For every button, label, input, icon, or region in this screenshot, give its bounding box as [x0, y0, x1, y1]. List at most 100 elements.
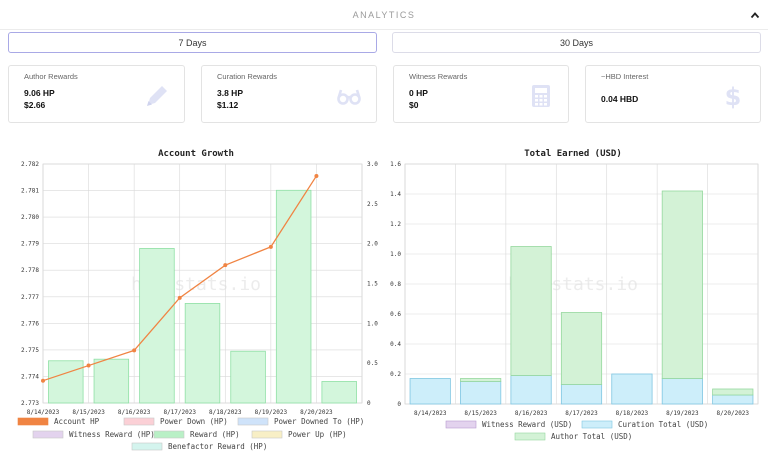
- reward-bar: [48, 360, 84, 404]
- stacked-bar-segment: [560, 312, 603, 385]
- reward-bar: [230, 350, 266, 404]
- account-growth-chart: Account Growth hivestats.io 2.7732.7742.…: [17, 149, 378, 451]
- x-axis-tick: 8/16/2023: [515, 410, 548, 417]
- right-axis-tick: 0: [367, 400, 371, 407]
- card-value-hp: 0 HP: [409, 88, 428, 98]
- stacked-bar-segment: [460, 378, 502, 382]
- right-axis-tick: 2.0: [367, 241, 378, 248]
- card-title: Author Rewards: [24, 72, 78, 81]
- author-rewards-card: Author Rewards 9.06 HP $2.66: [8, 65, 185, 123]
- left-axis-tick: 2.780: [21, 214, 39, 221]
- y-axis-tick: 0: [397, 401, 401, 408]
- y-axis-tick: 0.4: [390, 341, 401, 348]
- stacked-bar-segment: [510, 246, 552, 376]
- card-value-usd: $1.12: [217, 100, 239, 110]
- calculator-icon: [532, 85, 550, 107]
- tab-30-days-label: 30 Days: [559, 37, 594, 48]
- legend-swatch: [32, 430, 64, 439]
- left-axis-tick: 2.782: [21, 161, 39, 168]
- card-value-usd: $2.66: [24, 100, 46, 110]
- hbd-interest-card: ~HBD Interest 0.04 HBD $: [585, 65, 761, 123]
- legend-swatch: [581, 420, 613, 429]
- right-axis-tick: 0.5: [367, 360, 378, 367]
- legend-label: Benefactor Reward (HP): [168, 442, 267, 451]
- tab-7-days[interactable]: 7 Days: [8, 32, 377, 53]
- y-axis-tick: 0.8: [390, 281, 401, 288]
- right-axis-tick: 3.0: [367, 161, 378, 168]
- x-axis-tick: 8/15/2023: [72, 409, 105, 416]
- card-title: Witness Rewards: [409, 72, 468, 81]
- total-earned-chart: Total Earned (USD) hivestats.io 00.20.40…: [390, 149, 759, 441]
- legend-swatch: [123, 417, 155, 426]
- legend-swatch: [153, 430, 185, 439]
- card-value-hbd: 0.04 HBD: [601, 94, 639, 104]
- account-hp-point: [314, 173, 319, 178]
- y-axis-tick: 1.4: [390, 191, 401, 198]
- account-growth-title: Account Growth: [158, 149, 234, 159]
- x-axis-tick: 8/18/2023: [616, 410, 649, 417]
- card-value-usd: $0: [409, 100, 419, 110]
- legend-swatch: [445, 420, 477, 429]
- collapse-toggle[interactable]: [748, 8, 762, 22]
- right-axis-tick: 1.0: [367, 320, 378, 327]
- legend-swatch: [251, 430, 283, 439]
- x-axis-tick: 8/18/2023: [209, 409, 242, 416]
- reward-bar: [139, 248, 175, 404]
- left-axis-tick: 2.776: [21, 320, 39, 327]
- account-hp-point: [132, 348, 137, 353]
- left-axis-tick: 2.774: [21, 373, 39, 380]
- legend-label: Power Downed To (HP): [274, 417, 364, 426]
- witness-rewards-card: Witness Rewards 0 HP $0: [393, 65, 569, 123]
- left-axis-tick: 2.781: [21, 188, 39, 195]
- tab-7-days-label: 7 Days: [178, 37, 207, 48]
- legend-label: Witness Reward (USD): [482, 420, 572, 429]
- x-axis-tick: 8/20/2023: [717, 410, 750, 417]
- card-value-hp: 3.8 HP: [217, 88, 243, 98]
- card-value-hp: 9.06 HP: [24, 88, 55, 98]
- x-axis-tick: 8/17/2023: [163, 409, 196, 416]
- y-axis-tick: 1.6: [390, 161, 401, 168]
- legend-label: Witness Reward (HP): [69, 430, 155, 439]
- x-axis-tick: 8/20/2023: [300, 409, 333, 416]
- total-earned-title: Total Earned (USD): [524, 149, 622, 159]
- stacked-bar-segment: [560, 384, 603, 405]
- stacked-bar-segment: [510, 375, 552, 405]
- account-hp-point: [41, 378, 45, 383]
- legend-swatch: [17, 417, 49, 426]
- svg-text:$: $: [725, 83, 742, 109]
- stacked-bar-segment: [712, 394, 754, 405]
- x-axis-tick: 8/19/2023: [666, 410, 699, 417]
- pencil-icon: [147, 86, 167, 106]
- reward-bar: [321, 381, 357, 404]
- legend-swatch: [131, 442, 163, 451]
- stacked-bar-segment: [409, 378, 451, 405]
- right-axis-tick: 2.5: [367, 201, 378, 208]
- y-axis-tick: 0.2: [390, 371, 401, 378]
- left-axis-tick: 2.778: [21, 267, 39, 274]
- x-axis-tick: 8/15/2023: [464, 410, 497, 417]
- stacked-bar-segment: [661, 378, 703, 405]
- reward-bar: [93, 358, 130, 404]
- reward-bar: [184, 303, 221, 404]
- right-axis-tick: 1.5: [367, 281, 378, 288]
- legend-swatch: [237, 417, 269, 426]
- stacked-bar-segment: [460, 381, 502, 405]
- left-axis-tick: 2.779: [21, 241, 39, 248]
- left-axis-tick: 2.777: [21, 294, 39, 301]
- tab-30-days[interactable]: 30 Days: [392, 32, 761, 53]
- account-hp-point: [223, 263, 228, 268]
- account-hp-point: [268, 244, 273, 249]
- left-axis-tick: 2.773: [21, 400, 39, 407]
- card-title: ~HBD Interest: [601, 72, 649, 81]
- x-axis-tick: 8/17/2023: [565, 410, 598, 417]
- x-axis-tick: 8/19/2023: [255, 409, 288, 416]
- stacked-bar-segment: [661, 190, 703, 379]
- legend-label: Author Total (USD): [551, 432, 632, 441]
- x-axis-tick: 8/14/2023: [27, 409, 60, 416]
- curation-rewards-card: Curation Rewards 3.8 HP $1.12: [201, 65, 377, 123]
- x-axis-tick: 8/14/2023: [414, 410, 447, 417]
- legend-label: Account HP: [54, 417, 100, 426]
- legend-swatch: [514, 432, 546, 441]
- y-axis-tick: 0.6: [390, 311, 401, 318]
- glasses-icon: [337, 89, 361, 105]
